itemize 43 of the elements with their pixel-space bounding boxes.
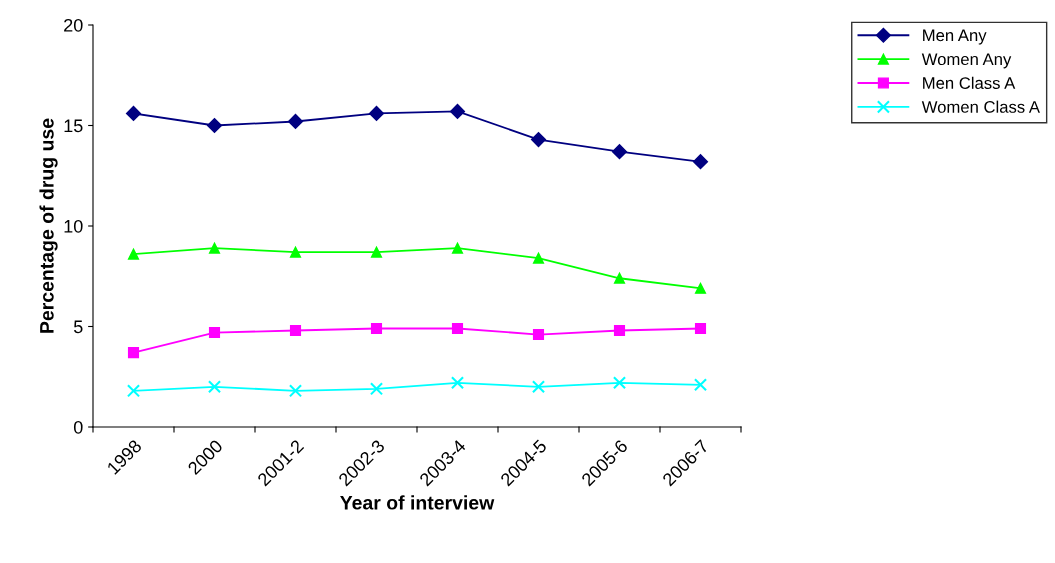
point [530,131,547,148]
point [289,246,302,258]
point [531,380,546,394]
point [693,378,708,392]
point [532,328,545,341]
y-tick-label: 20 [64,18,83,32]
y-tick-label: 0 [73,420,83,434]
point [126,384,141,398]
legend-label: Men Any [923,29,987,45]
y-tick-label: 10 [64,219,83,233]
point [370,246,383,258]
legend-label: Women Any [921,53,1012,69]
y-tick-label: 5 [73,320,83,334]
x-axis-title: Year of interview [340,495,495,510]
legend-label: Women Class A [921,100,1040,113]
point [612,376,627,390]
y-tick-label: 15 [64,119,83,133]
point [208,326,221,339]
point [611,144,628,160]
legend-label: Men Class A [923,76,1016,89]
point [613,272,626,284]
point [694,322,707,335]
point [451,242,464,254]
point [127,248,140,260]
point [125,105,142,122]
point [694,282,707,294]
point [127,347,140,359]
point [451,322,464,335]
point [287,113,304,130]
point [208,242,221,254]
y-axis-title: Percentage of drug use [39,118,58,333]
point [289,324,302,337]
point [369,382,384,396]
point [613,324,626,337]
point [368,105,385,122]
point [450,376,465,390]
point [370,322,383,335]
point [449,103,466,119]
point [692,154,709,170]
point [207,380,222,394]
point [532,252,545,264]
point [288,384,303,398]
point [206,117,223,134]
